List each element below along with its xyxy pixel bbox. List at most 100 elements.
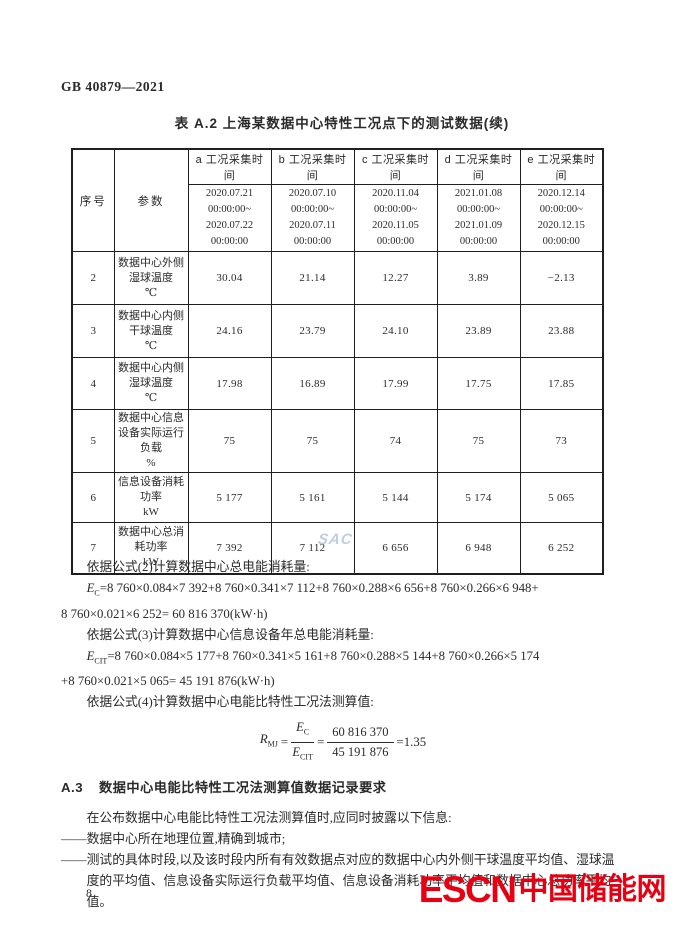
value-cell: 6 252 [519, 522, 604, 574]
table-row: 5 数据中心信息设备实际运行负载 % 75 75 74 75 73 [71, 409, 604, 473]
param-unit: % [146, 457, 156, 469]
row-number: 6 [71, 472, 115, 523]
param-name: 数据中心外侧湿球温度 [118, 256, 184, 284]
range-line: 2021.01.08 [454, 188, 503, 199]
value-cell: 73 [519, 409, 604, 473]
col-header-condition-c: c 工况采集时间 [353, 148, 438, 185]
col-header-param: 参数 [113, 148, 189, 252]
formula-ecit-line2: +8 760×0.021×5 065= 45 191 876(kW·h) [61, 674, 275, 689]
value-cell: 16.89 [270, 357, 355, 410]
value-cell: 5 177 [187, 472, 272, 523]
escn-logo: ESCN 中国储能网 [418, 869, 667, 910]
value-cell: 17.85 [519, 357, 604, 410]
formula-intro-3: 依据公式(3)计算数据中心信息设备年总电能消耗量: [86, 627, 374, 642]
standard-code: GB 40879—2021 [61, 79, 165, 94]
value-cell: 6 656 [353, 522, 438, 574]
value-cell: 5 144 [353, 472, 438, 523]
range-line: 00:00:00~ [290, 204, 334, 215]
value-cell: 17.98 [187, 357, 272, 410]
range-line: 2020.07.11 [289, 220, 336, 231]
range-line: 2020.07.22 [205, 220, 254, 231]
table-row: 7 数据中心总消耗功率 kW 7 392 7 112 6 656 6 948 6… [71, 522, 604, 574]
value-cell: 5 161 [270, 472, 355, 523]
row-number: 4 [71, 357, 115, 410]
time-range-c: 2020.11.04 00:00:00~ 2020.11.05 00:00:00 [353, 184, 438, 252]
section-a3-heading: A.3 数据中心电能比特性工况法测算值数据记录要求 [61, 777, 625, 798]
param-cell: 信息设备消耗功率 kW [113, 472, 189, 523]
value-cell: 3.89 [436, 251, 521, 305]
value-cell: 75 [270, 409, 355, 473]
range-line: 2020.11.05 [372, 220, 419, 231]
r-symbol: RMJ [259, 732, 278, 749]
param-unit: ℃ [144, 392, 158, 404]
section-number: A.3 [61, 780, 84, 796]
time-range-a: 2020.07.21 00:00:00~ 2020.07.22 00:00:00 [187, 184, 272, 252]
value-cell: 24.16 [187, 304, 272, 358]
value-cell: 17.99 [353, 357, 438, 410]
formula-ec-line1: EC=8 760×0.084×7 392+8 760×0.341×7 112+8… [61, 578, 625, 604]
row-number: 2 [71, 251, 115, 305]
formula-intro-4: 依据公式(4)计算数据中心电能比特性工况法测算值: [86, 695, 374, 710]
value-cell: 21.14 [270, 251, 355, 305]
escn-logo-text: ESCN [418, 869, 517, 910]
body-text: 依据公式(2)计算数据中心总电能消耗量: EC=8 760×0.084×7 39… [61, 557, 625, 913]
table-row: 4 数据中心内侧湿球温度 ℃ 17.98 16.89 17.99 17.75 1… [71, 357, 604, 410]
page-number: 8 [86, 886, 92, 900]
value-cell: 74 [353, 409, 438, 473]
ecit-expression: =8 760×0.084×5 177+8 760×0.341×5 161+8 7… [107, 648, 540, 663]
range-line: 00:00:00 [293, 236, 332, 247]
param-unit: ℃ [144, 339, 158, 352]
ec-symbol: EC [86, 581, 100, 598]
range-line: 2020.12.15 [537, 220, 585, 231]
param-unit: ℃ [144, 286, 158, 299]
value-cell: 7 392 [187, 522, 272, 574]
range-line: 00:00:00~ [539, 204, 583, 215]
param-unit: kW [143, 556, 159, 569]
table-title: 表 A.2 上海某数据中心特性工况点下的测试数据(续) [174, 116, 510, 131]
value-cell: 24.10 [353, 304, 438, 358]
param-cell: 数据中心外侧湿球温度 ℃ [113, 251, 189, 305]
param-unit: kW [143, 506, 159, 518]
a3-paragraph: 在公布数据中心电能比特性工况法测算值时,应同时披露以下信息: [86, 811, 452, 826]
sac-watermark: SAC [316, 531, 354, 548]
range-line: 00:00:00 [459, 236, 498, 247]
param-name: 信息设备消耗功率 [118, 476, 184, 503]
escn-logo-chinese: 中国储能网 [518, 873, 667, 906]
section-title: 数据中心电能比特性工况法测算值数据记录要求 [99, 780, 387, 796]
range-line: 00:00:00~ [456, 204, 500, 215]
item-dash: —— [61, 853, 87, 868]
range-line: 2021.01.09 [454, 220, 503, 231]
col-header-condition-d: d 工况采集时间 [436, 148, 521, 185]
value-cell: −2.13 [519, 251, 604, 305]
value-cell: 23.88 [519, 304, 604, 358]
value-cell: 7 112 [270, 522, 355, 574]
range-line: 00:00:00~ [207, 204, 251, 215]
value-cell: 17.75 [436, 357, 521, 410]
value-cell: 23.89 [436, 304, 521, 358]
time-range-e: 2020.12.14 00:00:00~ 2020.12.15 00:00:00 [519, 184, 604, 252]
range-line: 2020.11.04 [372, 188, 419, 199]
param-cell: 数据中心信息设备实际运行负载 % [113, 409, 189, 473]
value-cell: 75 [187, 409, 272, 473]
col-header-condition-b: b 工况采集时间 [270, 148, 355, 185]
time-range-d: 2021.01.08 00:00:00~ 2021.01.09 00:00:00 [436, 184, 521, 252]
formula-intro-2: 依据公式(2)计算数据中心总电能消耗量: [86, 560, 310, 574]
value-fraction: 60 816 370 45 191 876 [327, 724, 394, 761]
range-line: 00:00:00~ [373, 204, 417, 215]
param-name: 数据中心信息设备实际运行负载 [118, 412, 184, 454]
row-number: 5 [71, 409, 115, 473]
item-text: 数据中心所在地理位置,精确到城市; [86, 832, 286, 847]
param-name: 数据中心内侧湿球温度 [118, 362, 184, 389]
value-cell: 30.04 [187, 251, 272, 305]
param-cell: 数据中心内侧干球温度 ℃ [113, 304, 189, 358]
value-cell: 75 [436, 409, 521, 473]
table-row: 3 数据中心内侧干球温度 ℃ 24.16 23.79 24.10 23.89 2… [71, 304, 604, 358]
item-text: 测试的具体时段,以及该时段内所有有效数据点对应的数据中心内外侧干球温度平均值、湿… [86, 853, 615, 910]
equation-result: =1.35 [396, 734, 427, 749]
formula-ec-line2: 8 760×0.021×6 252= 60 816 370(kW·h) [61, 606, 268, 621]
ec-expression: =8 760×0.084×7 392+8 760×0.341×7 112+8 7… [99, 581, 539, 595]
item-dash: —— [61, 832, 87, 847]
table-header-row: 序号 参数 a 工况采集时间 b 工况采集时间 c 工况采集时间 d 工况采集时… [71, 148, 604, 252]
value-cell: 12.27 [353, 251, 438, 305]
value-cell: 5 174 [436, 472, 521, 523]
